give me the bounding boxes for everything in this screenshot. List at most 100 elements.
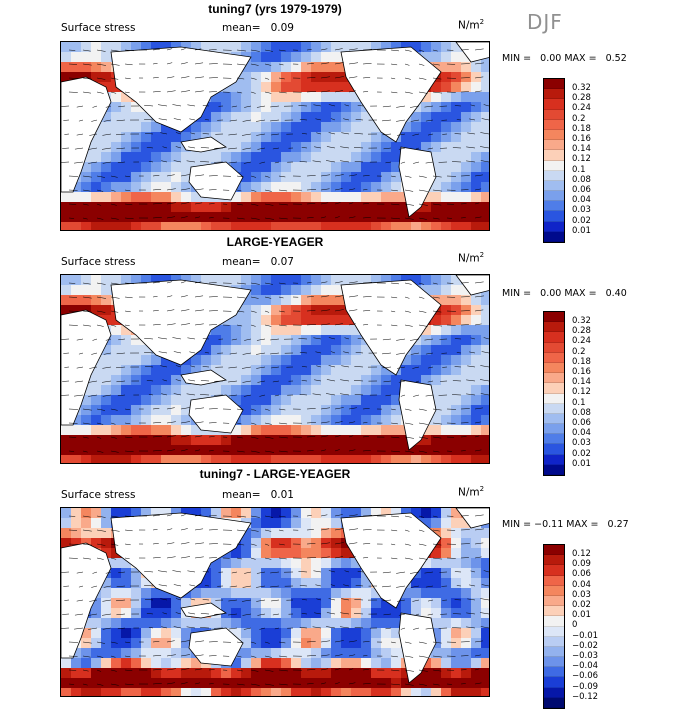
stress-map [60,41,490,231]
colorbar-swatch [544,363,564,373]
units-exponent: 2 [480,251,484,259]
colorbar-swatch [544,383,564,393]
units-base: N/m [458,20,480,32]
colorbar-tick-label: 0.24 [572,336,591,346]
colorbar-tick-label: 0.14 [572,144,591,154]
colorbar-tick-label: −0.03 [572,651,598,661]
mean-label: mean= [222,22,261,34]
colorbar-swatch [544,140,564,150]
colorbar-swatch [544,171,564,181]
colorbar [543,544,565,709]
colorbar-swatch [544,222,564,232]
colorbar-tick-label: 0.09 [572,559,598,569]
colorbar-tick-label: 0.02 [572,449,591,459]
colorbar-tick-label: 0.06 [572,569,598,579]
colorbar-tick-label: 0.01 [572,226,591,236]
colorbar-tick-label: 0.1 [572,165,591,175]
colorbar-swatch [544,232,564,242]
colorbar-swatch [544,444,564,454]
colorbar-swatch [544,322,564,332]
min-max-readout: MIN = −0.11 MAX = 0.27 [502,519,629,530]
colorbar-swatch [544,434,564,444]
colorbar-tick-label: 0.12 [572,154,591,164]
colorbar-tick-label: 0.03 [572,205,591,215]
mean-readout: mean= 0.07 [222,256,294,268]
colorbar-tick-label: 0.16 [572,367,591,377]
units-label: N/m2 [458,251,484,265]
colorbar-swatch [544,565,564,575]
mean-readout: mean= 0.09 [222,22,294,34]
colorbar-swatch [544,211,564,221]
colorbar [543,311,565,476]
map-canvas [61,275,490,464]
colorbar-tick-label: 0.18 [572,124,591,134]
colorbar-swatch [544,606,564,616]
map-canvas [61,508,490,697]
colorbar-tick-label: 0.03 [572,590,598,600]
panel-title: LARGE-YEAGER [60,235,490,249]
colorbar-swatch [544,79,564,89]
colorbar-tick-label: 0.32 [572,83,591,93]
units-label: N/m2 [458,18,484,32]
min-label: MIN = [502,53,531,64]
colorbar-tick-label: 0.04 [572,580,598,590]
colorbar-tick-label: 0.28 [572,93,591,103]
variable-label: Surface stress [61,22,135,34]
max-label: MAX = [564,288,596,299]
colorbar-swatch [544,688,564,698]
colorbar-tick-label: 0.24 [572,103,591,113]
colorbar-swatch [544,586,564,596]
colorbar-tick-label: −0.06 [572,671,598,681]
colorbar-swatch [544,616,564,626]
colorbar-tick-label: 0.01 [572,610,598,620]
colorbar-swatch [544,373,564,383]
variable-label: Surface stress [61,489,135,501]
colorbar-swatch [544,150,564,160]
max-value: 0.52 [606,53,627,64]
colorbar-tick-label: 0.06 [572,418,591,428]
mean-label: mean= [222,256,261,268]
colorbar-tick-label: 0.14 [572,377,591,387]
units-exponent: 2 [480,18,484,26]
max-label: MAX = [566,519,598,530]
colorbar-swatch [544,99,564,109]
min-label: MIN = [502,519,531,530]
max-label: MAX = [564,53,596,64]
units-label: N/m2 [458,485,484,499]
colorbar-tick-label: 0.2 [572,114,591,124]
colorbar-swatch [544,627,564,637]
mean-value: 0.09 [271,22,294,34]
colorbar-tick-label: 0.08 [572,175,591,185]
colorbar-tick-label: 0.02 [572,216,591,226]
colorbar-swatch [544,394,564,404]
colorbar-swatch [544,424,564,434]
min-max-readout: MIN = 0.00 MAX = 0.40 [502,288,627,299]
colorbar-swatch [544,647,564,657]
colorbar-swatch [544,201,564,211]
colorbar-swatch [544,596,564,606]
colorbar-swatch [544,120,564,130]
colorbar-tick-label: 0.02 [572,600,598,610]
colorbar-swatch [544,343,564,353]
colorbar-tick-label: 0.04 [572,428,591,438]
colorbar-tick-label: 0.04 [572,195,591,205]
colorbar-swatch [544,110,564,120]
colorbar-tick-label: 0.06 [572,185,591,195]
colorbar-swatch [544,181,564,191]
colorbar-swatch [544,698,564,708]
mean-readout: mean=0.01 [222,489,294,501]
min-value: 0.00 [540,53,561,64]
colorbar-tick-label: −0.02 [572,641,598,651]
colorbar-swatch [544,161,564,171]
colorbar-tick-label: 0.12 [572,387,591,397]
units-base: N/m [458,253,480,265]
colorbar-swatch [544,555,564,565]
colorbar-swatch [544,667,564,677]
map-canvas [61,42,490,231]
colorbar-tick-label: 0.2 [572,347,591,357]
mean-value: 0.07 [271,256,294,268]
max-value: 0.40 [606,288,627,299]
